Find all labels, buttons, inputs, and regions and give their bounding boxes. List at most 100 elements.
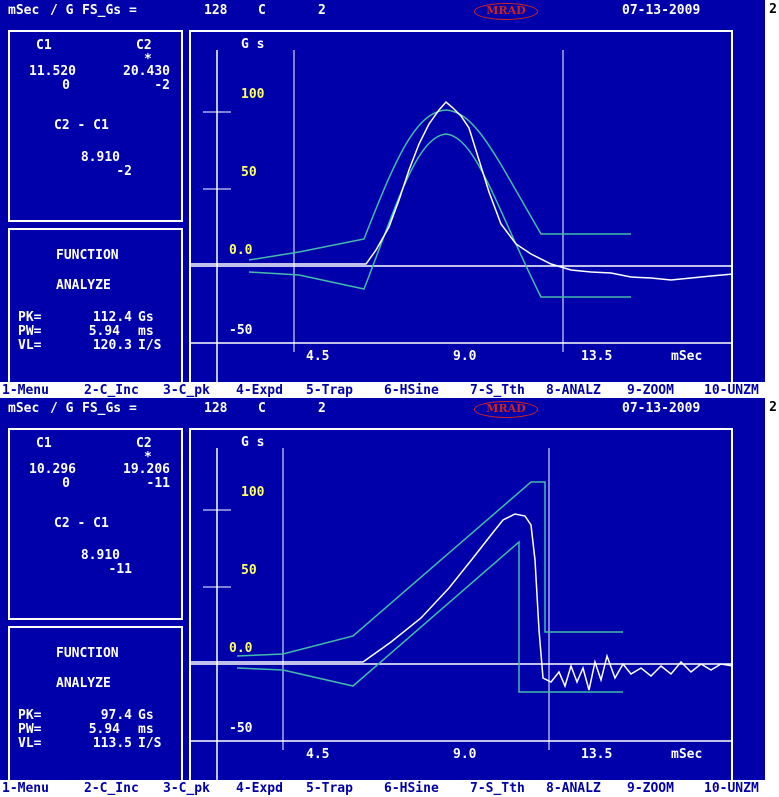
- status-header: mSec / G FS_Gs = 128 C 2 MRAD 07-13-2009: [0, 0, 765, 22]
- vl-value: 113.5: [92, 736, 132, 751]
- c1-value: 10.296: [29, 462, 76, 477]
- cursor-info-box: C1 C2 * 11.520 20.430 0 -2 C2 - C1 8.910…: [8, 30, 183, 222]
- header-fs-label: FS_Gs =: [82, 401, 137, 416]
- header-date: 07-13-2009: [622, 3, 701, 18]
- header-date: 07-13-2009: [622, 401, 701, 416]
- fkey-analz[interactable]: 8-ANALZ: [546, 383, 601, 398]
- x-unit-label: mSec: [671, 747, 702, 762]
- fkey-unzm[interactable]: 10-UNZM: [704, 383, 759, 398]
- y-unit-label: G s: [241, 37, 264, 52]
- pw-unit: ms: [138, 324, 154, 339]
- function-label: FUNCTION: [56, 646, 119, 661]
- c1-label: C1: [36, 38, 52, 53]
- x-tick-label-9-0: 9.0: [453, 747, 477, 762]
- header-unit: mSec: [8, 401, 40, 416]
- header-fs-label: FS_Gs =: [82, 3, 137, 18]
- c2-label: C2: [136, 38, 152, 53]
- fkey-trap[interactable]: 5-Trap: [306, 383, 353, 398]
- x-tick-label-13-5: 13.5: [581, 747, 612, 762]
- header-mode: C: [258, 401, 266, 416]
- fkey-zoom[interactable]: 9-ZOOM: [627, 781, 674, 796]
- x-unit-label: mSec: [671, 349, 702, 364]
- c1-value: 11.520: [29, 64, 76, 79]
- y-tick-label-neg50: -50: [229, 323, 253, 338]
- header-mode: C: [258, 3, 266, 18]
- pw-unit: ms: [138, 722, 154, 737]
- pw-value: 5.94: [88, 324, 120, 339]
- fkey-s-tth[interactable]: 7-S_Tth: [470, 781, 525, 796]
- x-tick-label-4-5: 4.5: [306, 349, 329, 364]
- fkey-analz[interactable]: 8-ANALZ: [546, 781, 601, 796]
- fkey-menu[interactable]: 1-Menu: [2, 781, 49, 796]
- diff-label: C2 - C1: [54, 118, 109, 133]
- header-per-g: / G: [50, 3, 74, 18]
- measured-trace: [191, 513, 733, 691]
- diff-value: 8.910: [80, 548, 120, 563]
- y-tick-label-100: 100: [241, 87, 265, 102]
- waveform-graph[interactable]: G s 100 50 0.0 -50 4.5 9.0 13.5 mSec: [189, 30, 733, 384]
- fkey-c-inc[interactable]: 2-C_Inc: [84, 781, 139, 796]
- function-key-bar: 1-Menu 2-C_Inc 3-C_pk 4-Expd 5-Trap 6-HS…: [0, 780, 779, 797]
- mrad-logo: MRAD: [474, 401, 538, 418]
- fkey-s-tth[interactable]: 7-S_Tth: [470, 383, 525, 398]
- header-fs-value: 128: [204, 3, 228, 18]
- y-tick-label-100: 100: [241, 485, 265, 500]
- diff-label: C2 - C1: [54, 516, 109, 531]
- fkey-menu[interactable]: 1-Menu: [2, 383, 49, 398]
- pk-value: 112.4: [92, 310, 132, 325]
- y-tick-label-50: 50: [241, 165, 257, 180]
- active-cursor-marker: *: [144, 450, 152, 465]
- diff-sub-value: -2: [116, 164, 132, 179]
- fkey-trap[interactable]: 5-Trap: [306, 781, 353, 796]
- pk-label: PK=: [18, 310, 42, 325]
- x-tick-label-4-5: 4.5: [306, 747, 329, 762]
- graph-svg: G s 100 50 0.0 -50 4.5 9.0 13.5 mSec: [191, 37, 733, 384]
- fkey-c-inc[interactable]: 2-C_Inc: [84, 383, 139, 398]
- analysis-panel-bottom: mSec / G FS_Gs = 128 C 2 MRAD 07-13-2009…: [0, 398, 779, 797]
- vl-label: VL=: [18, 736, 42, 751]
- pw-value: 5.94: [88, 722, 120, 737]
- y-tick-label-0: 0.0: [229, 641, 253, 656]
- analyze-label: ANALYZE: [56, 278, 111, 293]
- fkey-zoom[interactable]: 9-ZOOM: [627, 383, 674, 398]
- status-header: mSec / G FS_Gs = 128 C 2 MRAD 07-13-2009: [0, 398, 765, 420]
- pk-value: 97.4: [100, 708, 132, 723]
- pk-unit: Gs: [138, 708, 154, 723]
- vl-unit: I/S: [138, 736, 162, 751]
- waveform-graph[interactable]: G s 100 50 0.0 -50 4.5 9.0 13.5 mSec: [189, 428, 733, 782]
- y-tick-label-50: 50: [241, 563, 257, 578]
- vl-label: VL=: [18, 338, 42, 353]
- c2-value: 19.206: [123, 462, 170, 477]
- fkey-c-pk[interactable]: 3-C_pk: [163, 383, 210, 398]
- header-per-g: / G: [50, 401, 74, 416]
- fkey-hsine[interactable]: 6-HSine: [384, 781, 439, 796]
- diff-value: 8.910: [80, 150, 120, 165]
- pk-unit: Gs: [138, 310, 154, 325]
- tolerance-upper: [236, 481, 623, 657]
- c2-sub-value: -11: [146, 476, 170, 491]
- header-channel: 2: [318, 401, 326, 416]
- y-tick-label-0: 0.0: [229, 243, 253, 258]
- fkey-c-pk[interactable]: 3-C_pk: [163, 781, 210, 796]
- cursor-info-box: C1 C2 * 10.296 19.206 0 -11 C2 - C1 8.91…: [8, 428, 183, 620]
- y-tick-label-neg50: -50: [229, 721, 253, 736]
- fkey-expd[interactable]: 4-Expd: [236, 383, 283, 398]
- header-unit: mSec: [8, 3, 40, 18]
- tolerance-upper: [248, 109, 631, 261]
- c1-label: C1: [36, 436, 52, 451]
- fkey-expd[interactable]: 4-Expd: [236, 781, 283, 796]
- measured-trace: [191, 100, 733, 281]
- header-fs-value: 128: [204, 401, 228, 416]
- x-tick-label-9-0: 9.0: [453, 349, 477, 364]
- header-channel: 2: [318, 3, 326, 18]
- fkey-unzm[interactable]: 10-UNZM: [704, 781, 759, 796]
- fkey-hsine[interactable]: 6-HSine: [384, 383, 439, 398]
- c2-value: 20.430: [123, 64, 170, 79]
- c1-sub-value: 0: [62, 476, 70, 491]
- function-box: FUNCTION ANALYZE PK= 97.4 Gs PW= 5.94 ms…: [8, 626, 183, 780]
- tolerance-lower: [236, 540, 623, 693]
- screen-body: C1 C2 * 10.296 19.206 0 -11 C2 - C1 8.91…: [0, 420, 765, 782]
- function-label: FUNCTION: [56, 248, 119, 263]
- graph-svg: G s 100 50 0.0 -50 4.5 9.0 13.5 mSec: [191, 435, 733, 782]
- mrad-logo: MRAD: [474, 3, 538, 20]
